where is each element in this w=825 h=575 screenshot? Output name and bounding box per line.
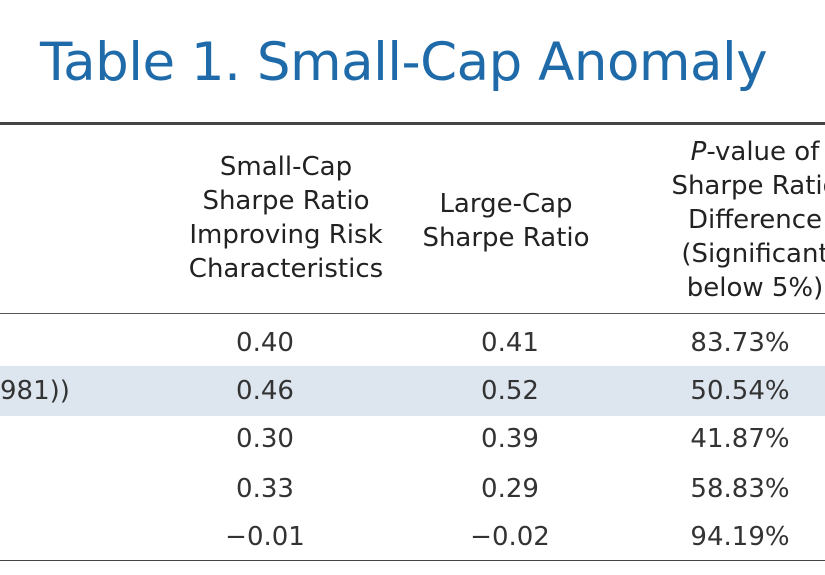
table-header-rule [0,313,825,314]
small-cap-value: 0.30 [236,424,294,454]
row-label [0,414,140,464]
table-title: Table 1. Small-Cap Anomaly [40,32,768,93]
p-value: 58.83% [690,474,790,504]
header-line: Small-Cap [219,152,353,182]
header-line: Characteristics [188,254,384,284]
header-line: Sharpe Ratio [671,171,825,201]
large-cap-value: 0.29 [481,474,539,504]
header-large-cap-sharpe: Large-Cap Sharpe Ratio [400,187,612,255]
header-line: Sharpe Ratio [422,223,590,253]
header-line: Improving Risk [189,220,383,250]
table-row: 0.30 0.39 41.87% [0,414,825,464]
row-label [0,318,140,368]
header-line: Sharpe Ratio [202,186,370,216]
table-row: 981)) 0.46 0.52 50.54% [0,366,825,416]
header-line: Difference [687,205,823,235]
table-top-rule [0,122,825,125]
table-row: −0.01 −0.02 94.19% [0,512,825,562]
header-line: (Significant [681,239,825,269]
header-line: P-value of [640,135,825,169]
header-italic-p: P [690,137,707,167]
row-label: 981)) [0,376,70,406]
table-row: 0.33 0.29 58.83% [0,464,825,514]
p-value: 94.19% [690,522,790,552]
header-line: Large-Cap [439,189,573,219]
p-value: 50.54% [690,376,790,406]
row-label [0,464,140,514]
header-line: below 5%) [686,273,824,303]
header-p-value: P-value of Sharpe Ratio Difference (Sign… [640,135,825,305]
small-cap-value: 0.33 [236,474,294,504]
small-cap-value: 0.40 [236,328,294,358]
p-value: 41.87% [690,424,790,454]
table-row: 0.40 0.41 83.73% [0,318,825,368]
header-small-cap-sharpe: Small-Cap Sharpe Ratio Improving Risk Ch… [140,150,432,286]
table-bottom-rule [0,560,825,561]
large-cap-value: 0.52 [481,376,539,406]
large-cap-value: −0.02 [470,522,550,552]
small-cap-value: −0.01 [225,522,305,552]
header-line-rest: -value of [706,137,820,167]
row-label [0,512,140,562]
small-cap-value: 0.46 [236,376,294,406]
p-value: 83.73% [690,328,790,358]
large-cap-value: 0.39 [481,424,539,454]
large-cap-value: 0.41 [481,328,539,358]
